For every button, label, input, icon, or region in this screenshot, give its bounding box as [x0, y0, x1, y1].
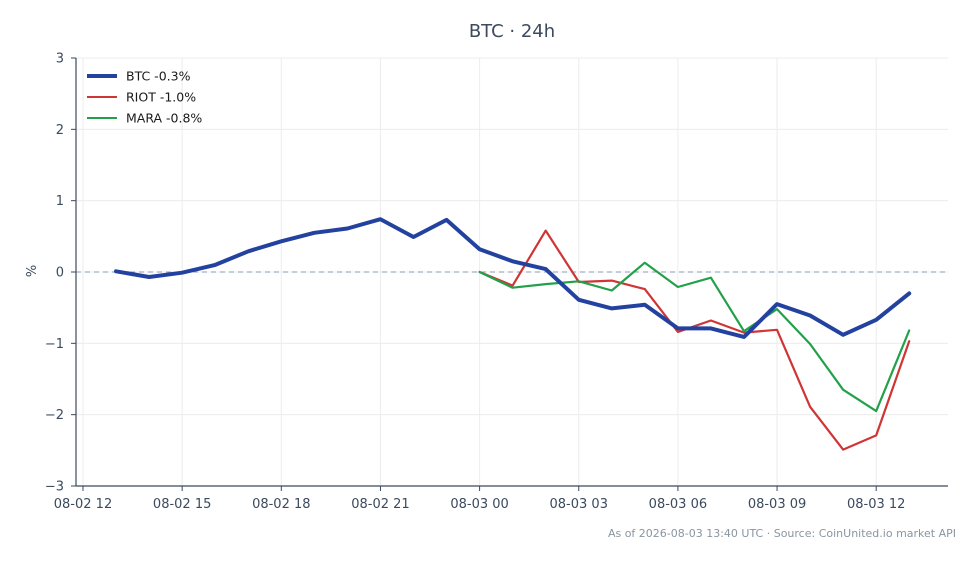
series-line-btc — [114, 217, 912, 339]
x-tick-label: 08-02 15 — [153, 497, 211, 512]
grid — [76, 57, 948, 487]
y-tick-label: −2 — [45, 408, 64, 423]
y-axis-label: % — [25, 265, 40, 277]
y-tick-label: 1 — [56, 194, 64, 209]
y-tick-label: −1 — [45, 337, 64, 352]
axes: 3 2 1 0 −1 −2 −3 08-02 12 08-02 15 08-02 18 08-02 … — [45, 52, 948, 512]
x-tick-label: 08-03 06 — [649, 497, 707, 512]
x-tick-label: 08-03 09 — [748, 497, 806, 512]
x-tick-label: 08-02 12 — [54, 497, 112, 512]
x-tick-label: 08-02 21 — [351, 497, 409, 512]
y-tick-label: 3 — [56, 52, 64, 67]
chart-title: BTC · 24h — [469, 21, 555, 42]
legend-label: RIOT -1.0% — [126, 90, 196, 105]
y-tick-label: 2 — [56, 123, 64, 138]
series-line-riot — [478, 229, 911, 451]
x-tick-label: 08-02 18 — [252, 497, 310, 512]
series-line-mara — [478, 261, 911, 413]
y-tick-label: −3 — [45, 480, 64, 495]
x-tick-label: 08-03 12 — [847, 497, 905, 512]
legend: BTC -0.3% RIOT -1.0% MARA -0.8% — [87, 69, 202, 126]
legend-label: BTC -0.3% — [126, 69, 191, 84]
source-footer: As of 2026-08-03 13:40 UTC · Source: Coi… — [608, 527, 956, 540]
x-tick-label: 08-03 03 — [550, 497, 608, 512]
x-tick-label: 08-03 00 — [450, 497, 508, 512]
series-lines — [114, 217, 912, 451]
y-tick-label: 0 — [56, 266, 64, 281]
legend-label: MARA -0.8% — [126, 111, 202, 126]
